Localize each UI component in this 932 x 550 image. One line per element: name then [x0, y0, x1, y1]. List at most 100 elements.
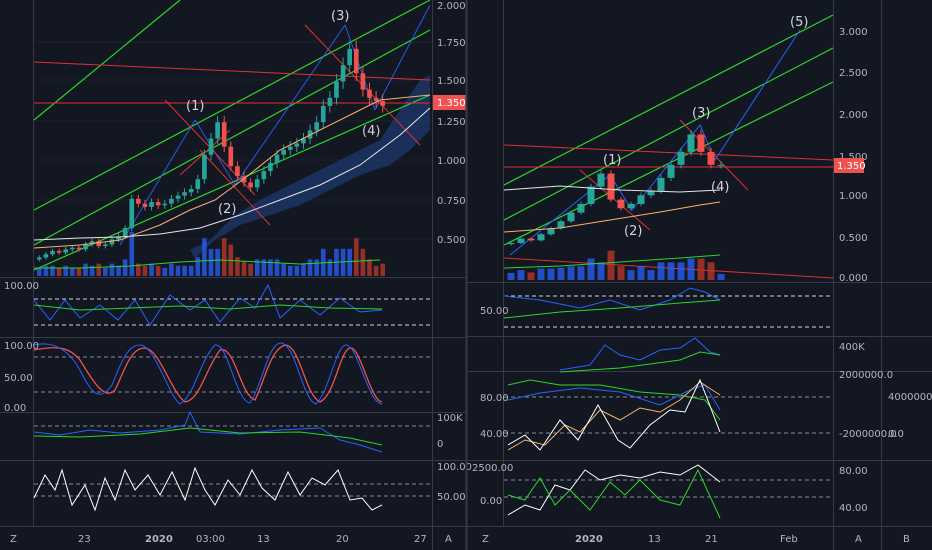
volume-bar	[254, 259, 260, 276]
svg-text:0.500: 0.500	[839, 233, 868, 244]
candle-body	[340, 65, 346, 82]
volume-bar	[587, 258, 595, 280]
candle-body	[607, 173, 615, 200]
candle-body	[347, 48, 352, 66]
axis-auto-button[interactable]: A	[855, 534, 862, 545]
volume-bar	[373, 265, 379, 276]
axis-auto-button[interactable]: A	[445, 534, 452, 545]
candle-body	[567, 212, 575, 222]
svg-text:400K: 400K	[839, 342, 865, 353]
axis-auto-button[interactable]: Z	[10, 534, 17, 545]
volume-bar	[96, 263, 102, 276]
volume-bar	[567, 266, 575, 280]
volume-bar	[43, 265, 49, 276]
candle-body	[208, 138, 214, 155]
candle-body	[268, 162, 273, 172]
wave-label-4: (4)	[362, 124, 380, 139]
volume-bar	[314, 259, 319, 276]
candle-body	[169, 198, 174, 204]
tick: 1.250	[437, 117, 466, 128]
candle-body	[56, 250, 62, 253]
volume-bar	[149, 263, 154, 276]
left-candles	[36, 40, 386, 262]
volume-bar	[248, 263, 253, 276]
svg-text:4000000.0: 4000000.0	[888, 392, 932, 403]
svg-text:2000000.0: 2000000.0	[839, 370, 893, 381]
volume-bar	[657, 262, 665, 280]
volume-bar	[89, 265, 95, 276]
volume-bar	[687, 258, 695, 280]
right-price-tag-label: 1.350	[837, 161, 866, 172]
svg-text:1.000: 1.000	[839, 191, 868, 202]
volume-bar	[208, 248, 214, 276]
volume-bar	[50, 265, 55, 276]
left-wave-labels: (1) (2) (3) (4)	[186, 9, 380, 217]
volume-bar	[129, 231, 135, 276]
svg-text:100.00: 100.00	[437, 462, 472, 473]
volume-bar	[221, 238, 227, 276]
candle-body	[175, 195, 181, 199]
candle-body	[367, 89, 372, 98]
candle-body	[63, 249, 69, 253]
right-ma-fast	[503, 201, 721, 233]
volume-bar	[162, 267, 168, 276]
volume-bar	[327, 259, 333, 276]
candle-body	[697, 134, 705, 152]
volume-bar	[281, 263, 286, 276]
left-chart[interactable]: (1) (2) (3) (4) 2.000 1.750 1.500 1.250 …	[0, 0, 472, 550]
svg-text:2500.00: 2500.00	[472, 463, 513, 474]
ma-fast	[33, 94, 431, 249]
svg-text:0.000: 0.000	[839, 273, 868, 284]
left-price-tag	[433, 95, 466, 110]
candle-body	[517, 238, 525, 243]
candle-body	[136, 198, 141, 204]
candle-body	[327, 97, 333, 106]
svg-text:03:00: 03:00	[196, 534, 225, 545]
volume-bar	[188, 265, 194, 276]
candle-body	[587, 186, 595, 204]
axis-auto-button[interactable]: B	[903, 534, 910, 545]
svg-text:80.00: 80.00	[480, 393, 509, 404]
svg-text:21: 21	[705, 534, 718, 545]
svg-text:-2000000.0: -2000000.0	[839, 429, 897, 440]
candle-body	[717, 164, 725, 166]
candle-body	[116, 236, 121, 240]
volume-bar	[109, 263, 115, 276]
candle-body	[70, 247, 75, 250]
volume-bar	[103, 267, 108, 276]
volume-bar	[637, 266, 645, 280]
candle-body	[637, 195, 645, 204]
volume-bar	[169, 263, 174, 276]
candle-body	[50, 250, 55, 255]
svg-text:3.000: 3.000	[839, 27, 868, 38]
ma-slow	[33, 107, 431, 241]
volume-bar	[202, 238, 207, 276]
ichimoku-cloud	[190, 75, 430, 258]
svg-text:2020: 2020	[145, 534, 173, 545]
candle-body	[557, 221, 565, 229]
candle-body	[228, 146, 234, 167]
left-channel-lines	[33, 0, 431, 271]
volume-bar	[195, 257, 201, 276]
axis-auto-button[interactable]: Z	[482, 534, 489, 545]
right-chart[interactable]: (1) (2) (3) (4) (5) 3.000 2.500 2.000 1.…	[467, 0, 932, 550]
svg-text:Feb: Feb	[780, 534, 798, 545]
volume-bar	[215, 248, 220, 276]
candle-body	[261, 171, 267, 180]
right-candles	[507, 130, 725, 246]
tick: 1.750	[437, 38, 466, 49]
volume-bar	[268, 259, 273, 276]
volume-bar	[617, 266, 625, 280]
candle-body	[527, 238, 535, 241]
wave-label-1: (1)	[603, 153, 621, 168]
volume-bar	[340, 248, 346, 276]
volume-bar	[577, 266, 585, 280]
tick: 0.750	[437, 196, 466, 207]
candle-body	[96, 241, 102, 247]
svg-text:2.500: 2.500	[839, 68, 868, 79]
candle-body	[215, 122, 220, 139]
svg-text:13: 13	[257, 534, 270, 545]
candle-body	[235, 166, 240, 176]
svg-text:2020: 2020	[575, 534, 603, 545]
candle-body	[149, 202, 154, 207]
